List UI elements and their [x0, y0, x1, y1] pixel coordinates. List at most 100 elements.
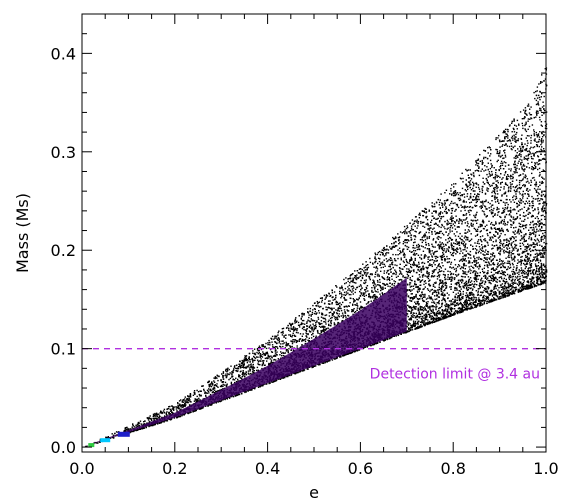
scatter-point — [418, 266, 420, 268]
scatter-point — [451, 279, 453, 282]
scatter-point — [492, 277, 494, 280]
scatter-point — [503, 186, 505, 188]
scatter-point — [447, 276, 449, 278]
scatter-point — [479, 305, 481, 307]
scatter-point — [430, 309, 432, 311]
scatter-point — [444, 243, 447, 246]
scatter-point — [508, 251, 511, 253]
scatter-point — [422, 267, 424, 270]
scatter-point — [507, 266, 509, 268]
scatter-point — [231, 376, 233, 378]
scatter-point — [389, 259, 392, 262]
scatter-point — [475, 262, 478, 264]
scatter-point — [353, 301, 355, 303]
scatter-point — [507, 130, 509, 133]
scatter-point — [402, 243, 404, 245]
scatter-point — [518, 175, 520, 177]
scatter-point — [492, 241, 495, 243]
scatter-point — [525, 239, 527, 242]
scatter-point — [395, 237, 397, 239]
scatter-point — [491, 295, 494, 297]
scatter-point — [438, 204, 440, 206]
scatter-point — [542, 177, 544, 179]
scatter-point — [467, 299, 470, 301]
scatter-point — [510, 254, 512, 256]
scatter-point — [503, 295, 506, 297]
scatter-point — [180, 399, 182, 401]
scatter-point — [335, 303, 338, 306]
scatter-point — [331, 314, 334, 316]
scatter-point — [352, 277, 354, 279]
scatter-point — [524, 107, 527, 109]
scatter-point — [222, 385, 224, 387]
scatter-point — [222, 383, 224, 386]
scatter-point — [321, 313, 324, 315]
scatter-point — [381, 288, 383, 291]
scatter-point — [407, 274, 410, 277]
scatter-point — [297, 321, 300, 324]
scatter-point — [442, 256, 444, 259]
scatter-point — [299, 333, 302, 335]
scatter-point — [438, 293, 440, 295]
scatter-point — [508, 285, 510, 287]
scatter-point — [450, 299, 452, 302]
scatter-point — [478, 284, 480, 287]
scatter-point — [423, 234, 425, 237]
scatter-point — [496, 149, 498, 151]
scatter-point — [409, 297, 411, 299]
scatter-point — [448, 240, 450, 242]
scatter-point — [321, 362, 324, 364]
scatter-point — [501, 270, 503, 272]
scatter-point — [483, 228, 485, 230]
scatter-point — [278, 340, 281, 342]
scatter-point — [409, 250, 411, 252]
scatter-point — [218, 375, 220, 377]
scatter-point — [520, 162, 522, 164]
scatter-point — [530, 286, 532, 288]
scatter-point — [433, 275, 436, 277]
scatter-point — [282, 354, 285, 357]
scatter-point — [508, 260, 511, 263]
scatter-point — [448, 258, 451, 260]
scatter-point — [475, 201, 477, 204]
scatter-point — [512, 281, 514, 284]
scatter-point — [459, 309, 461, 312]
scatter-point — [533, 228, 535, 230]
scatter-point — [481, 210, 484, 212]
scatter-point — [528, 248, 531, 251]
scatter-point — [350, 293, 352, 296]
scatter-point — [528, 285, 531, 288]
scatter-point — [327, 360, 329, 362]
scatter-point — [525, 224, 528, 226]
scatter-point — [312, 323, 314, 325]
scatter-point — [440, 279, 442, 281]
scatter-point — [369, 344, 371, 347]
scatter-point — [528, 233, 531, 236]
scatter-point — [420, 324, 422, 326]
scatter-point — [438, 288, 441, 291]
scatter-point — [423, 210, 425, 213]
scatter-point — [180, 405, 182, 407]
scatter-point — [497, 186, 499, 189]
scatter-point — [285, 341, 287, 344]
scatter-point — [413, 305, 415, 307]
scatter-point — [197, 391, 200, 393]
scatter-point — [475, 199, 477, 201]
scatter-point — [484, 281, 487, 284]
scatter-point — [369, 297, 372, 299]
scatter-point — [455, 287, 457, 289]
scatter-point — [504, 283, 506, 285]
scatter-point — [463, 305, 465, 307]
scatter-point — [247, 372, 250, 374]
scatter-point — [267, 357, 269, 360]
scatter-point — [435, 257, 437, 260]
scatter-point — [288, 334, 290, 336]
scatter-point — [252, 352, 254, 354]
scatter-point — [435, 315, 437, 317]
scatter-point — [535, 285, 538, 287]
scatter-point — [461, 304, 463, 306]
scatter-point — [185, 399, 188, 401]
scatter-point — [439, 307, 441, 309]
scatter-point — [253, 367, 256, 369]
scatter-point — [540, 148, 542, 151]
